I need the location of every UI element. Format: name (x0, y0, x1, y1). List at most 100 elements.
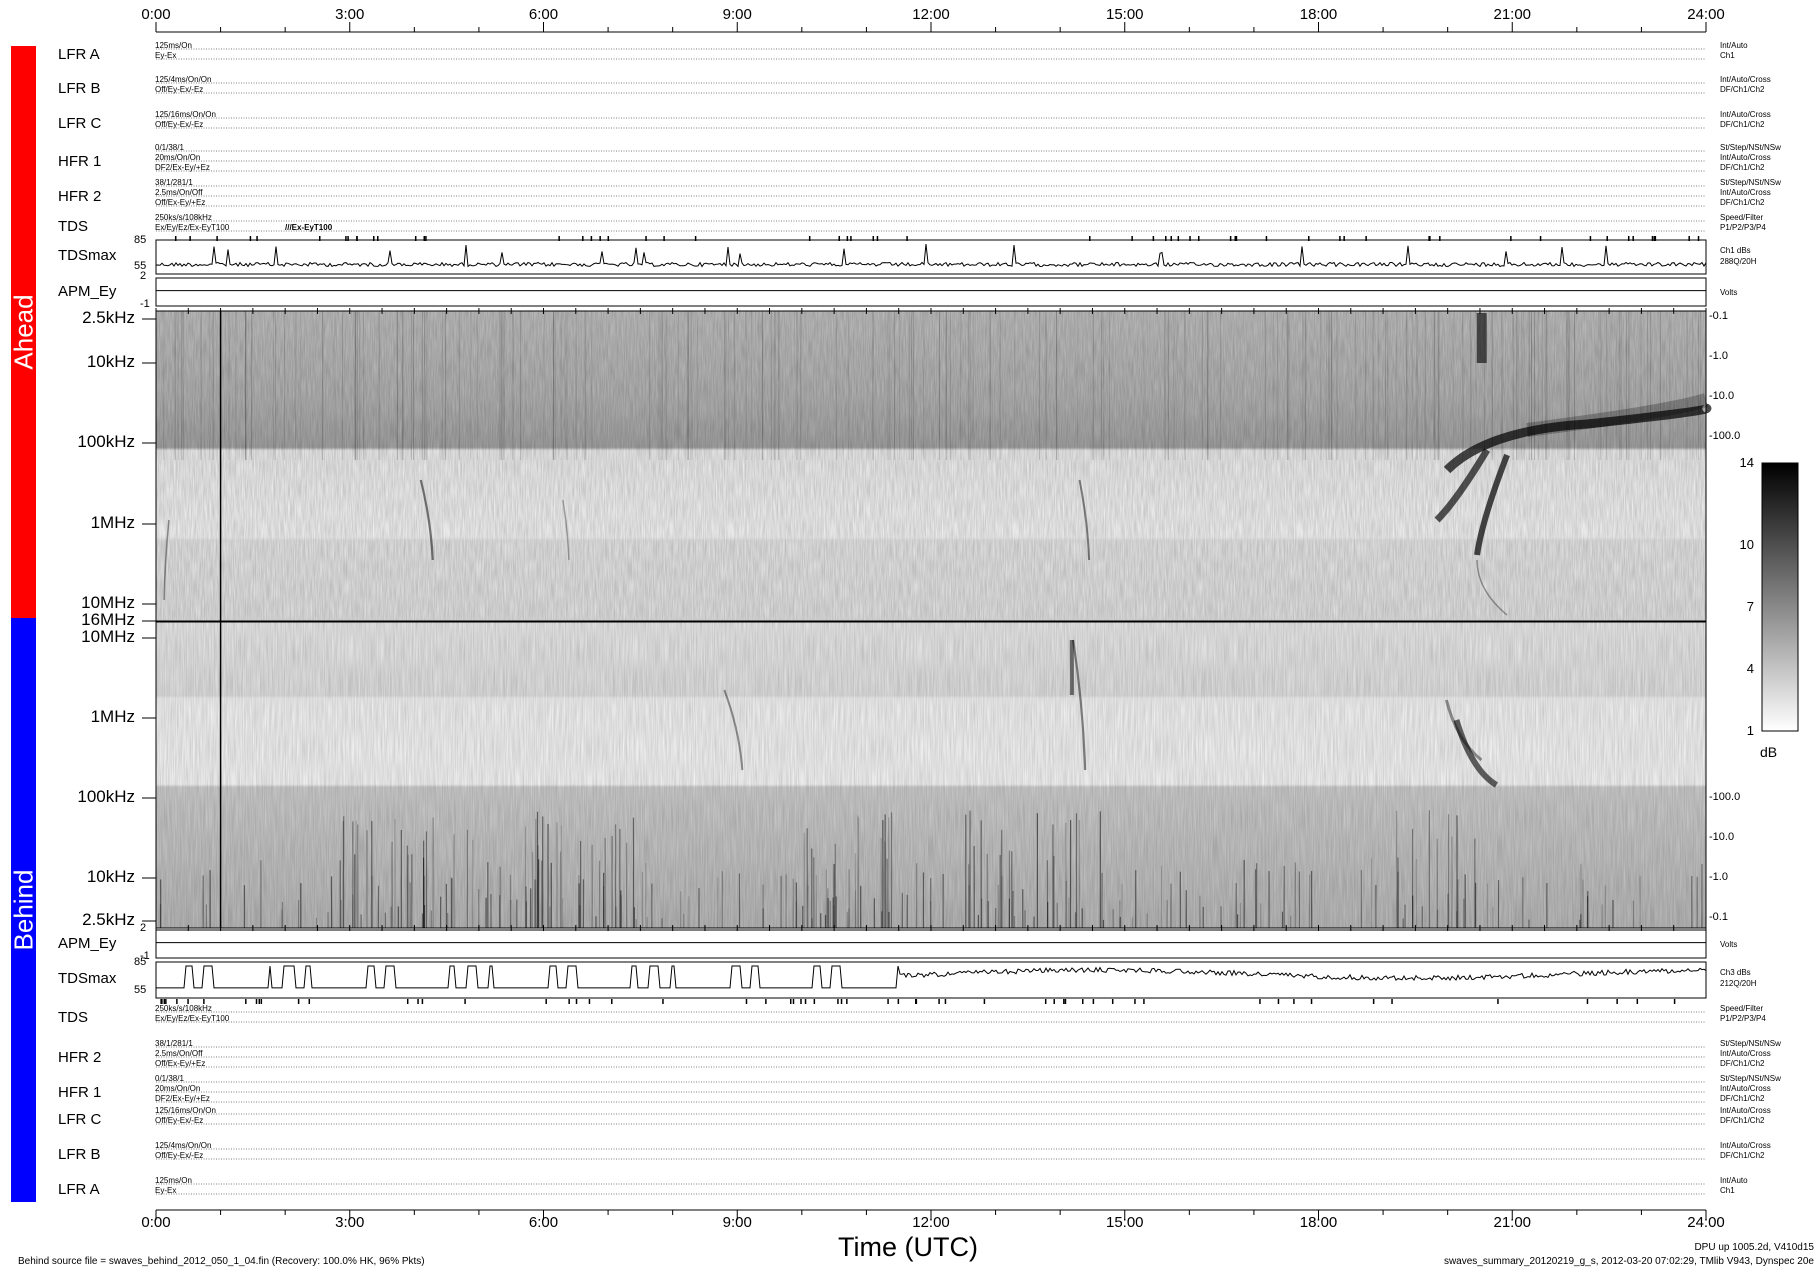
behind-row-left-text: 20ms/On/On (155, 1084, 201, 1093)
footer-source-file: Behind source file = swaves_behind_2012_… (18, 1256, 425, 1267)
ahead-row-right-text: P1/P2/P3/P4 (1720, 223, 1766, 232)
behind-row-right-text: DF/Ch1/Ch2 (1720, 1151, 1765, 1160)
behind-right-tick-label: -100.0 (1709, 791, 1741, 803)
ahead-right-tick-label: -10.0 (1709, 390, 1735, 402)
time-tick-label: 18:00 (1299, 1214, 1338, 1231)
behind-freq-label: 2.5kHz (82, 910, 135, 929)
ahead-row-left-text: DF2/Ex-Ey/+Ez (155, 163, 210, 172)
time-tick-label: 0:00 (141, 1214, 171, 1231)
ahead-row-right-text: DF/Ch1/Ch2 (1720, 198, 1765, 207)
ahead-row-left-text: Off/Ey-Ex/-Ez (155, 85, 204, 94)
behind-row-left-text: 125/4ms/On/On (155, 1141, 212, 1150)
ahead-freq-label: 100kHz (77, 432, 135, 451)
behind-row-left-text: Ex/Ey/Ez/Ex-EyT100 (155, 1014, 230, 1023)
colorbar (1761, 462, 1799, 732)
ahead-right-tick-label: -100.0 (1709, 430, 1741, 442)
ahead-tdsmax-trace (155, 244, 1707, 268)
ahead-row-left-text: Off/Ex-Ey/+Ez (155, 198, 206, 207)
time-tick-label: 24:00 (1687, 1214, 1725, 1231)
ahead-row-right-text: DF/Ch1/Ch2 (1720, 85, 1765, 94)
time-tick-label: 9:00 (722, 6, 752, 23)
behind-row-name: LFR C (58, 1111, 102, 1128)
footer-dpu: DPU up 1005.2d, V410d15 (1694, 1242, 1814, 1253)
behind-row-right-text: St/Step/NSt/NSw (1720, 1074, 1781, 1083)
behind-event-burst (1453, 719, 1499, 788)
ahead-row-left-text: 125/16ms/On/On (155, 110, 216, 119)
x-axis-title: Time (UTC) (838, 1232, 978, 1262)
ahead-row-right-text: St/Step/NSt/NSw (1720, 143, 1781, 152)
behind-tdsmax-right: Ch3 dBs (1720, 968, 1751, 977)
time-tick-label: 12:00 (912, 1214, 950, 1231)
ahead-row-extra-text: ///Ex-EyT100 (285, 223, 333, 232)
ahead-event-halo (1526, 393, 1709, 437)
ahead-freq-label: 10MHz (81, 593, 135, 612)
behind-freq-label: 1MHz (90, 707, 135, 726)
behind-row-name: LFR A (58, 1181, 100, 1198)
behind-bar: Behind (8, 618, 38, 1202)
ahead-event-burst (1434, 448, 1491, 523)
behind-row-left-text: Off/Ex-Ey/+Ez (155, 1059, 206, 1068)
behind-row-left-text: Off/Ey-Ex/-Ez (155, 1116, 204, 1125)
ahead-row-name: LFR A (58, 46, 100, 63)
behind-spectrogram-grain (156, 622, 1706, 928)
ahead-tdsmax-label: TDSmax (58, 247, 117, 264)
ahead-row-right-text: St/Step/NSt/NSw (1720, 178, 1781, 187)
behind-tdsmax-trace (156, 965, 1707, 989)
time-tick-label: 3:00 (335, 6, 365, 23)
behind-row-left-text: Off/Ey-Ex/-Ez (155, 1151, 204, 1160)
footer-summary: swaves_summary_20120219_g_s, 2012-03-20 … (1443, 1256, 1814, 1267)
behind-burst-core (1069, 640, 1074, 695)
ahead-freq-label: 16MHz (81, 610, 135, 629)
behind-event-burst (1444, 699, 1483, 762)
ahead-row-left-text: Ex/Ey/Ez/Ex-EyT100 (155, 223, 230, 232)
ahead-right-tick-label: -0.1 (1709, 310, 1728, 322)
behind-row-left-text: Ey-Ex (155, 1186, 177, 1195)
behind-row-name: HFR 2 (58, 1049, 102, 1066)
time-tick-label: 18:00 (1299, 6, 1338, 23)
ahead-row-right-text: Ch1 (1720, 51, 1735, 60)
behind-right-tick-label: -10.0 (1709, 831, 1735, 843)
behind-freq-label: 100kHz (77, 787, 135, 806)
behind-row-name: HFR 1 (58, 1084, 102, 1101)
ahead-event-top (1476, 313, 1487, 363)
behind-freq-label: 10kHz (86, 867, 135, 886)
behind-row-right-text: Int/Auto/Cross (1720, 1141, 1771, 1150)
ahead-apm-label: APM_Ey (58, 283, 117, 300)
ahead-row-right-text: Int/Auto (1720, 41, 1748, 50)
behind-burst (1071, 639, 1087, 771)
behind-tdsmax-box (155, 961, 1707, 999)
ahead-event-tail (1476, 559, 1508, 616)
ahead-row-left-text: 38/1/281/1 (155, 178, 193, 187)
behind-tdsmax-right: 212Q/20H (1720, 979, 1757, 988)
behind-row-right-text: Speed/Filter (1720, 1004, 1764, 1013)
behind-row-name: LFR B (58, 1146, 101, 1163)
ahead-row-left-text: Ey-Ex (155, 51, 177, 60)
ahead-apm-ytick: 2 (140, 270, 147, 282)
behind-apm-ytick: 2 (140, 922, 147, 934)
ahead-apm-box (155, 277, 1707, 307)
time-tick-label: 15:00 (1105, 6, 1144, 23)
behind-row-right-text: Int/Auto/Cross (1720, 1049, 1771, 1058)
behind-row-right-text: P1/P2/P3/P4 (1720, 1014, 1766, 1023)
ahead-row-left-text: 250ks/s/108kHz (155, 213, 212, 222)
ahead-row-right-text: Speed/Filter (1720, 213, 1764, 222)
ahead-freq-label: 2.5kHz (82, 308, 135, 327)
behind-apm-right: Volts (1720, 940, 1738, 949)
behind-right-tick-label: -1.0 (1709, 871, 1728, 883)
ahead-apm-ytick: -1 (140, 298, 150, 310)
ahead-row-name: HFR 1 (58, 153, 102, 170)
ahead-row-left-text: 0/1/38/1 (155, 143, 184, 152)
ahead-row-name: LFR C (58, 115, 102, 132)
behind-row-right-text: DF/Ch1/Ch2 (1720, 1059, 1765, 1068)
ahead-burst (163, 519, 170, 601)
ahead-apm-right: Volts (1720, 288, 1738, 297)
ahead-row-right-text: DF/Ch1/Ch2 (1720, 163, 1765, 172)
ahead-freq-label: 10kHz (86, 352, 135, 371)
time-tick-label: 24:00 (1687, 6, 1725, 23)
behind-apm-box (155, 929, 1707, 959)
behind-burst (723, 689, 744, 771)
behind-row-left-text: 125ms/On (155, 1176, 192, 1185)
ahead-event-burst (1474, 453, 1510, 556)
